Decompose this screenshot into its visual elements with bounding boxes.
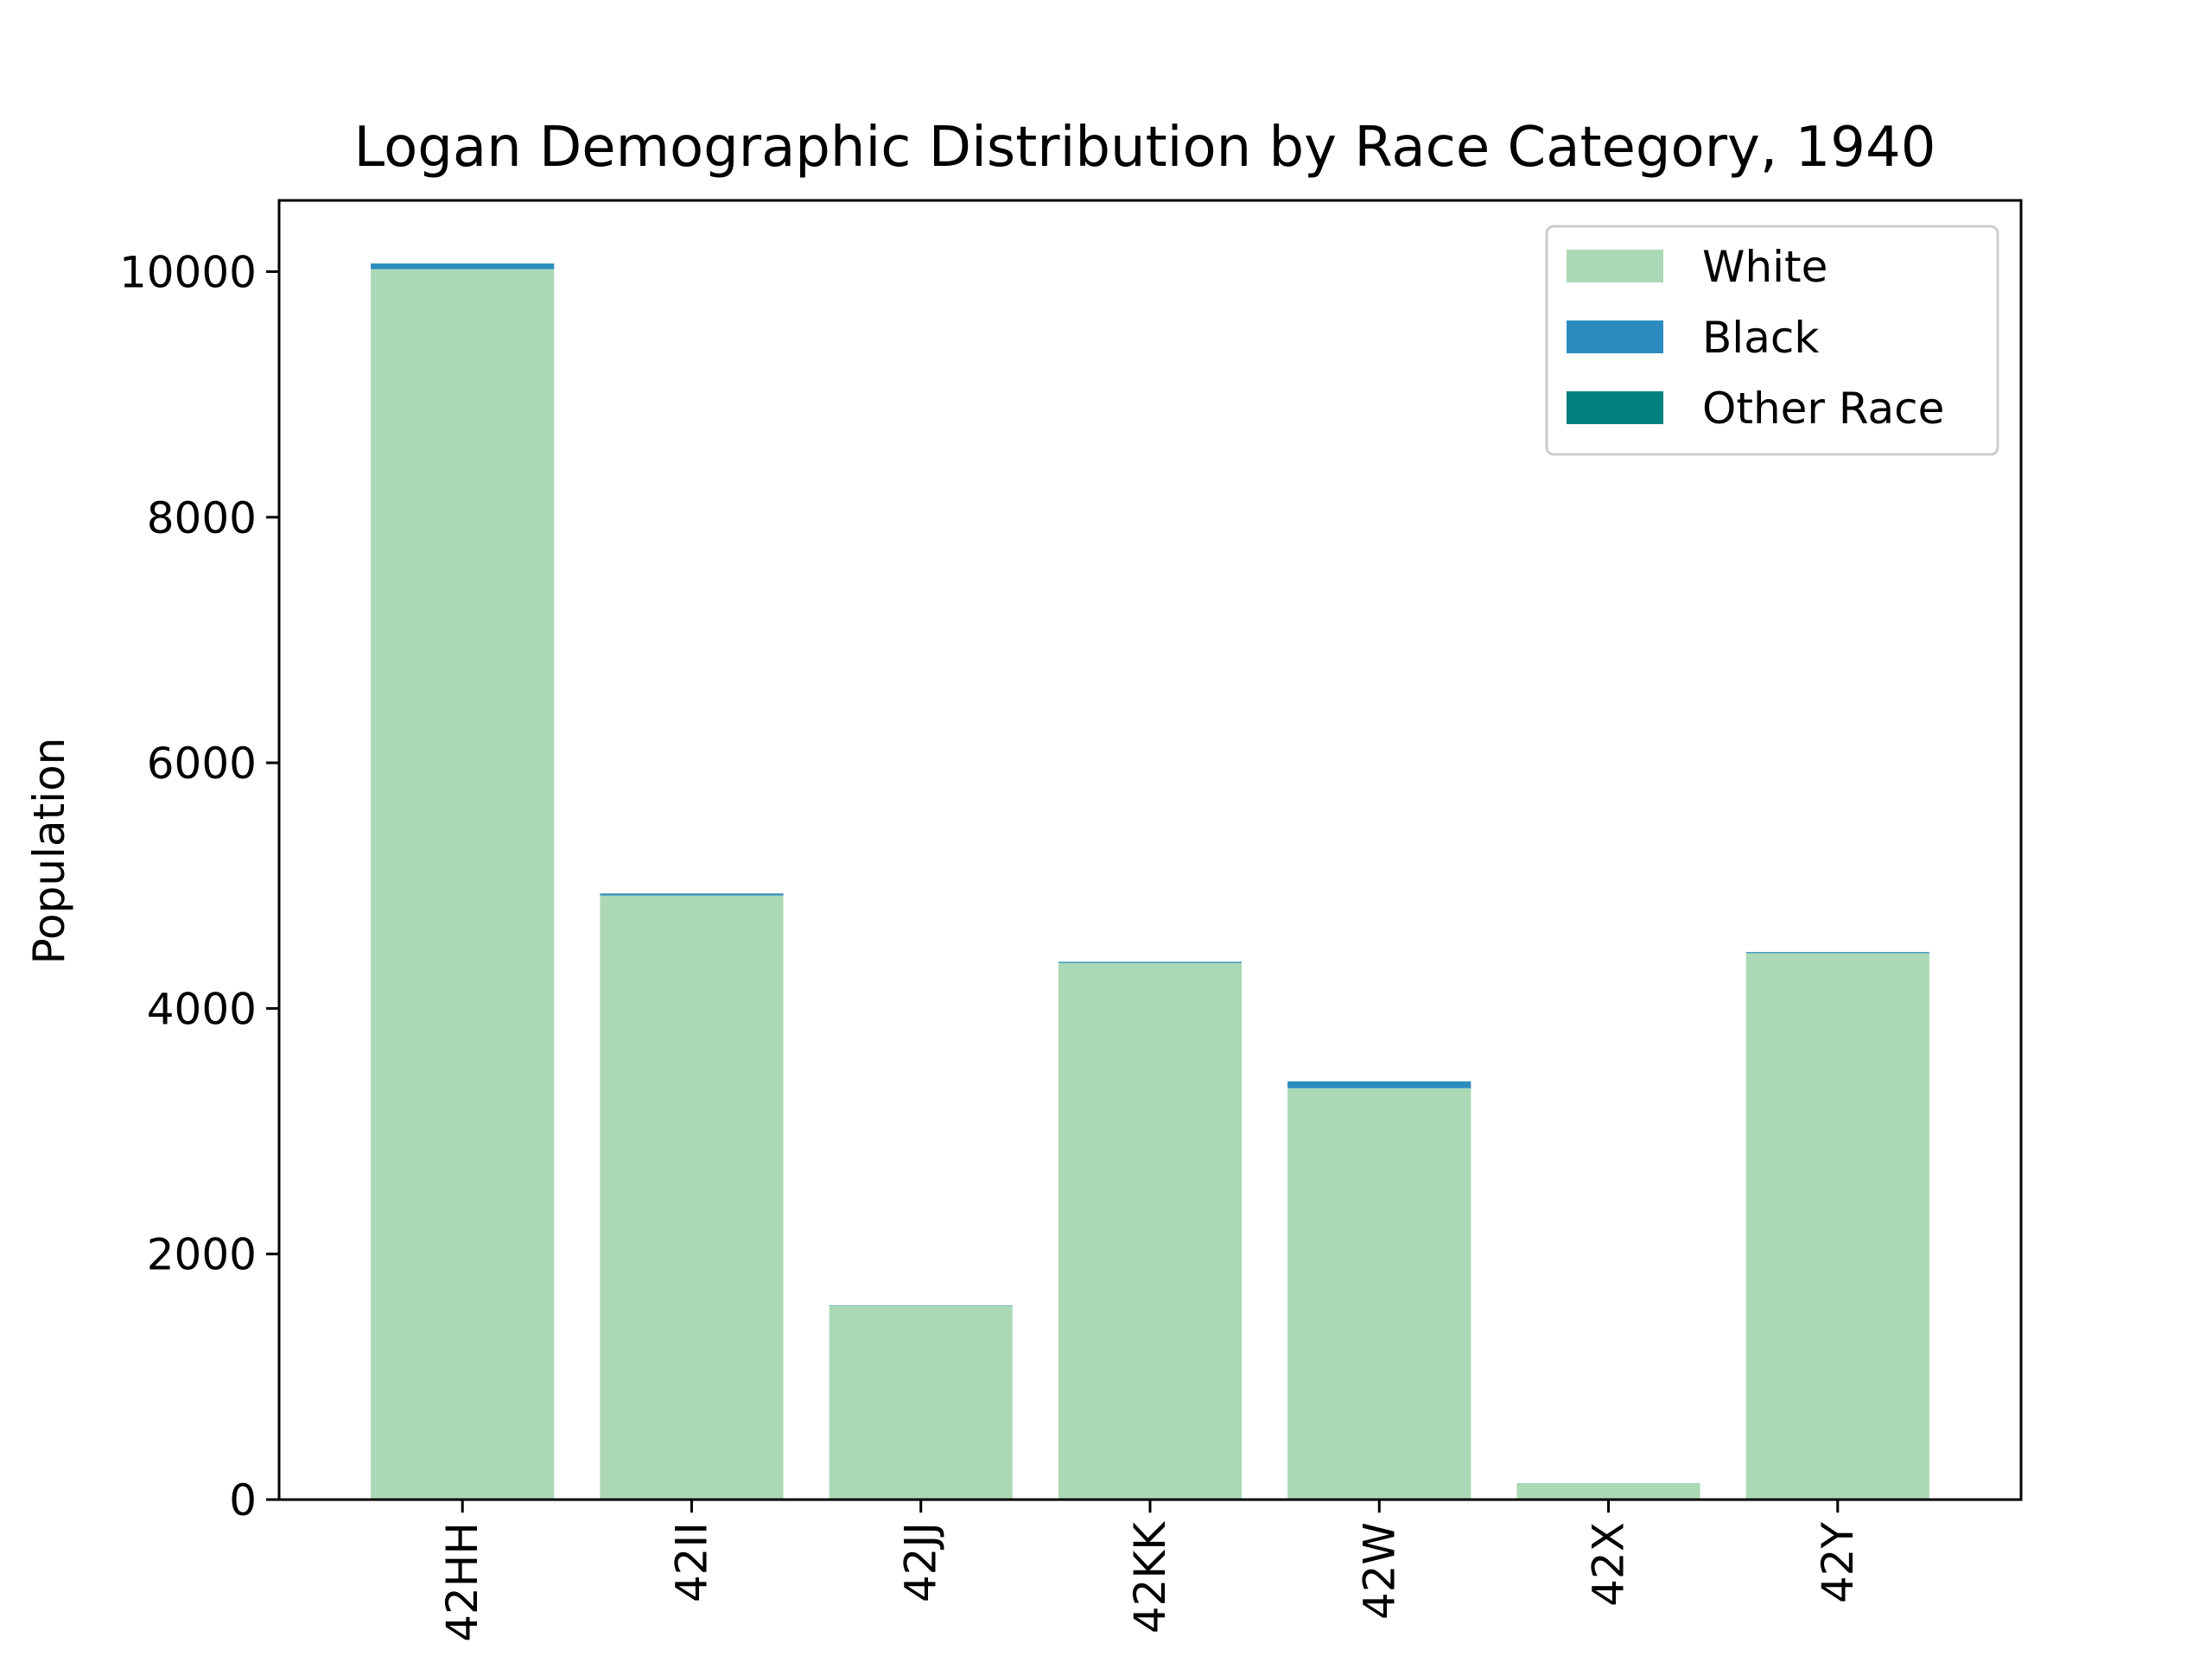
bar-42II-white — [600, 896, 783, 1500]
y-tick-label: 4000 — [147, 984, 257, 1034]
bar-42II-black — [600, 893, 783, 895]
y-tick-label: 6000 — [147, 739, 257, 789]
bar-42W-black — [1287, 1082, 1471, 1088]
bar-42HH-white — [371, 270, 554, 1500]
bar-42JJ-white — [830, 1305, 1013, 1500]
legend-swatch-other-race — [1567, 391, 1663, 424]
x-tick-label: 42JJ — [896, 1522, 946, 1602]
y-tick-label: 8000 — [147, 493, 257, 543]
x-tick-label: 42Y — [1813, 1522, 1863, 1604]
y-tick-label: 2000 — [147, 1230, 257, 1280]
bar-42Y-black — [1746, 952, 1929, 953]
x-tick-label: 42HH — [437, 1522, 487, 1642]
legend-label: Other Race — [1702, 384, 1944, 434]
legend-swatch-white — [1567, 250, 1663, 282]
bar-42KK-white — [1058, 963, 1242, 1500]
bar-42HH-black — [371, 263, 554, 269]
y-tick-label: 10000 — [119, 247, 257, 297]
x-tick-label: 42II — [666, 1522, 716, 1602]
legend-label: Black — [1702, 313, 1819, 363]
bar-42KK-black — [1058, 962, 1242, 963]
bar-42Y-white — [1746, 953, 1929, 1500]
chart-title: Logan Demographic Distribution by Race C… — [354, 116, 1936, 180]
bar-42X-white — [1516, 1484, 1700, 1500]
x-tick-label: 42X — [1584, 1522, 1634, 1607]
x-tick-label: 42W — [1354, 1522, 1404, 1620]
y-axis-label: Population — [24, 738, 74, 965]
legend-swatch-black — [1567, 320, 1663, 353]
y-tick-label: 0 — [229, 1475, 257, 1526]
legend: White Black Other Race — [1547, 226, 1998, 454]
legend-label: White — [1702, 242, 1827, 292]
x-tick-label: 42KK — [1125, 1521, 1175, 1633]
bar-42W-white — [1287, 1088, 1471, 1500]
